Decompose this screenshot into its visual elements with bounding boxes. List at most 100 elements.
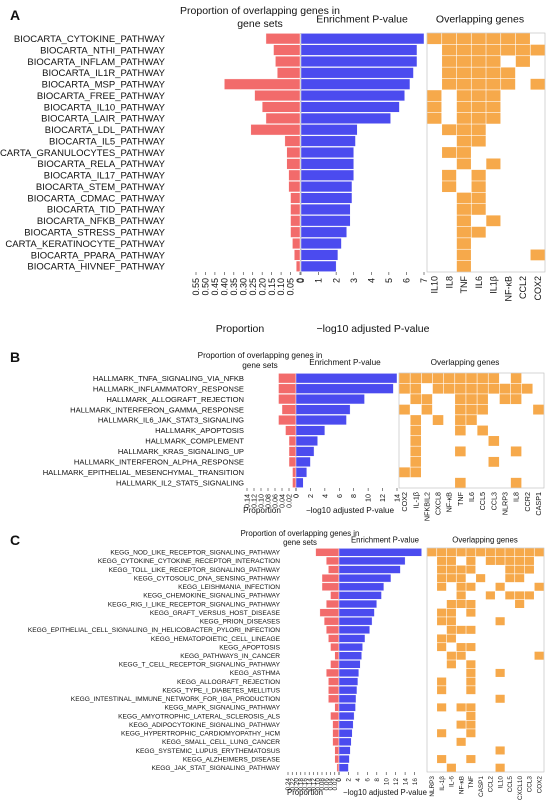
row-label: BIOCARTA_STEM_PATHWAY (36, 182, 166, 193)
overlap-cell (456, 565, 466, 574)
overlap-cell (471, 67, 486, 79)
proportion-bar (334, 703, 340, 712)
pvalue-bar (338, 668, 360, 678)
pvalue-tick-label: 14 (402, 778, 409, 786)
proportion-bar (323, 617, 340, 626)
overlap-cell (410, 467, 422, 478)
overlap-cell (477, 383, 488, 394)
proportion-tick-label: 0.40 (220, 278, 230, 296)
overlap-cell (515, 591, 525, 600)
row-label: HALLMARK_APOPTOSIS (155, 426, 244, 435)
proportion-tick-label: 0.08 (264, 494, 273, 508)
overlap-cell (486, 78, 501, 90)
overlap-cell (466, 643, 476, 652)
overlap-cell (471, 90, 486, 101)
overlap-cell (524, 548, 534, 557)
overlap-cell (446, 608, 456, 617)
pvalue-bar (295, 404, 351, 415)
row-label: KEGG_ALZHEIMERS_DISEASE (183, 756, 281, 763)
pvalue-bar (338, 660, 361, 669)
gene-label: IL10 (430, 276, 440, 294)
overlap-cell (456, 703, 466, 712)
pvalue-bar (338, 754, 350, 764)
overlap-cell (446, 556, 456, 565)
row-label: BIOCARTA_NTHI_PATHWAY (40, 45, 166, 56)
proportion-bar (334, 651, 340, 660)
proportion-bar (290, 203, 301, 215)
overlap-cell (456, 192, 471, 204)
overlap-cell (442, 169, 457, 181)
pvalue-bar (338, 711, 355, 721)
pvalue-title: Enrichment P-value (316, 14, 408, 26)
genes-title: Overlapping genes (436, 14, 524, 26)
overlap-cell (446, 660, 456, 669)
overlap-cell (456, 574, 466, 583)
overlap-cell (534, 651, 544, 660)
pvalue-bar (295, 467, 308, 478)
gene-label: NF-κB (503, 276, 513, 302)
overlap-cell (466, 686, 476, 695)
overlap-cell (505, 556, 515, 565)
proportion-bar (265, 33, 301, 45)
overlap-cell (477, 425, 488, 436)
proportion-bar (284, 135, 301, 147)
overlap-cell (456, 582, 466, 591)
overlap-cell (399, 383, 410, 394)
pvalue-tick-label: 2 (346, 778, 353, 782)
overlap-cell (471, 101, 486, 113)
overlap-cell (466, 720, 476, 729)
overlap-cell (399, 467, 410, 478)
gene-label: NFKBIL2 (422, 492, 431, 521)
row-label: KEGG_GRAFT_VERSUS_HOST_DISEASE (150, 610, 281, 617)
row-label: BIOCARTA_STRESS_PATHWAY (24, 227, 165, 238)
overlap-cell (486, 101, 501, 113)
overlap-cell (477, 373, 488, 384)
proportion-tick-label: 0.14 (243, 494, 252, 508)
proportion-tick-label: 0.30 (238, 278, 248, 296)
row-label: KEGG_JAK_STAT_SIGNALING_PATHWAY (152, 765, 281, 772)
gene-label: IL6 (467, 492, 476, 502)
pvalue-bar (300, 44, 418, 56)
proportion-bar (294, 249, 301, 261)
pvalue-bar (295, 446, 315, 457)
overlap-cell (466, 582, 476, 591)
row-label: KEGG_TYPE_I_DIABETES_MELLITUS (162, 687, 280, 694)
pvalue-bar (338, 746, 351, 755)
row-label: KEGG_CYTOSOLIC_DNA_SENSING_PATHWAY (134, 575, 281, 582)
overlap-cell (495, 617, 505, 626)
overlap-cell (442, 124, 457, 136)
pvalue-tick-label: 1 (314, 278, 324, 283)
pvalue-bar (295, 383, 394, 394)
overlap-cell (410, 394, 422, 405)
proportion-bar (326, 668, 340, 678)
proportion-tick-label: 0.24 (285, 778, 292, 791)
overlap-cell (486, 67, 501, 79)
overlap-cell (466, 703, 476, 712)
proportion-bar (292, 467, 297, 478)
pvalue-bar (338, 608, 375, 617)
overlap-cell (466, 383, 477, 394)
genes-title: Overlapping genes (452, 536, 518, 545)
row-label: BIOCARTA_IL1R_PATHWAY (42, 68, 165, 79)
proportion-bar (278, 383, 297, 394)
proportion-bar (224, 78, 301, 90)
overlap-cell (432, 415, 444, 425)
proportion-tick-label: 0.15 (267, 278, 277, 296)
row-label: BIOCARTA_FREE_PATHWAY (37, 91, 166, 102)
pvalue-tick-label: 6 (402, 278, 412, 283)
overlap-cell (446, 617, 456, 626)
overlap-cell (466, 668, 476, 677)
proportion-bar (326, 625, 340, 634)
pvalue-bar (338, 599, 377, 609)
gene-label: IL-1β (439, 776, 446, 791)
proportion-tick-label: 0 (336, 778, 343, 782)
overlap-cell (456, 90, 471, 101)
row-label: HALLMARK_INTERFERON_GAMMA_RESPONSE (70, 405, 244, 414)
overlap-cell (456, 78, 471, 90)
overlap-cell (455, 446, 466, 457)
pvalue-bar (300, 67, 414, 79)
overlap-cell (437, 643, 447, 652)
overlap-cell (495, 746, 505, 755)
gene-label: CCL2 (518, 276, 528, 299)
overlap-cell (471, 112, 486, 124)
